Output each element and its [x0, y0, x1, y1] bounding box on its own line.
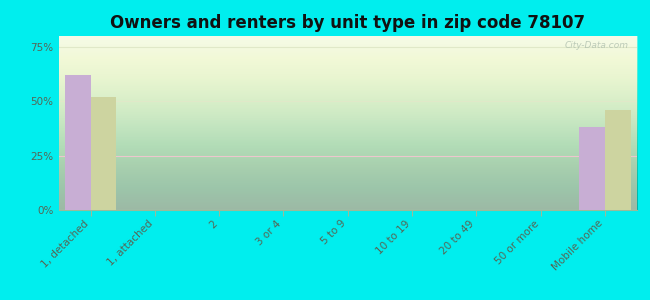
Bar: [65, 75, 90, 210]
Text: City-Data.com: City-Data.com: [564, 41, 629, 50]
Title: Owners and renters by unit type in zip code 78107: Owners and renters by unit type in zip c…: [111, 14, 585, 32]
Bar: [579, 127, 605, 210]
Bar: [90, 97, 116, 210]
Bar: [605, 110, 630, 210]
